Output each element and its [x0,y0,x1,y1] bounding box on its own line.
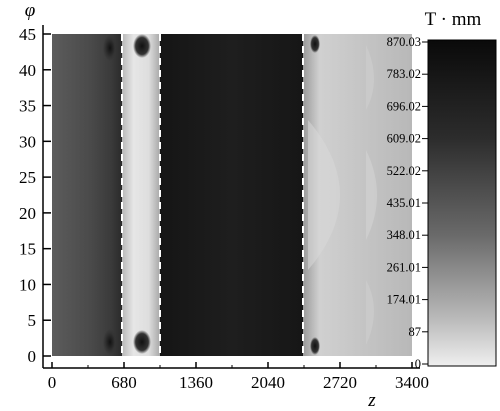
x-axis-label: z [367,390,376,411]
colorbar-tick-label: 0 [415,357,421,371]
y-tick-label: 45 [19,25,36,44]
x-tick-label: 2720 [323,373,357,392]
x-tick-label: 3400 [395,373,429,392]
y-tick-label: 10 [19,275,36,294]
colorbar-tick-label: 261.01 [387,260,421,274]
colorbar-tick-label: 696.02 [387,99,421,113]
x-axis-ticks: 0 680 1360 2040 2720 3400 [48,362,429,392]
colorbar-tick-label: 783.02 [387,67,421,81]
x-tick-label: 680 [111,373,137,392]
y-tick-label: 5 [28,311,37,330]
y-tick-label: 30 [19,132,36,151]
colorbar-tick-label: 435.01 [387,196,421,210]
y-tick-label: 20 [19,204,36,223]
colorbar-unit: T · mm [425,9,482,30]
colorbar-tick-label: 522.02 [387,164,421,178]
y-tick-label: 40 [19,61,36,80]
y-tick-label: 35 [19,97,36,116]
heatmap-field [52,34,412,356]
x-tick-label: 1360 [179,373,213,392]
x-tick-label: 0 [48,373,57,392]
colorbar-tick-label: 870.03 [387,35,421,49]
y-axis-ticks: 0 5 10 15 20 25 30 35 40 45 [19,25,51,366]
colorbar-tick-label: 348.01 [387,228,421,242]
x-tick-label: 2040 [251,373,285,392]
colorbar-tick-label: 174.01 [387,293,421,307]
y-tick-label: 25 [19,168,36,187]
colorbar-ticks: 870.03 783.02 696.02 609.02 522.02 435.01 348.… [387,35,428,371]
colorbar-tick-label: 609.02 [387,132,421,146]
colorbar-tick-label: 87 [409,325,422,339]
colorbar: 870.03 783.02 696.02 609.02 522.02 435.01 348.… [387,9,497,371]
y-axis-label: φ [25,0,36,21]
y-tick-label: 0 [28,347,37,366]
y-tick-label: 15 [19,240,36,259]
